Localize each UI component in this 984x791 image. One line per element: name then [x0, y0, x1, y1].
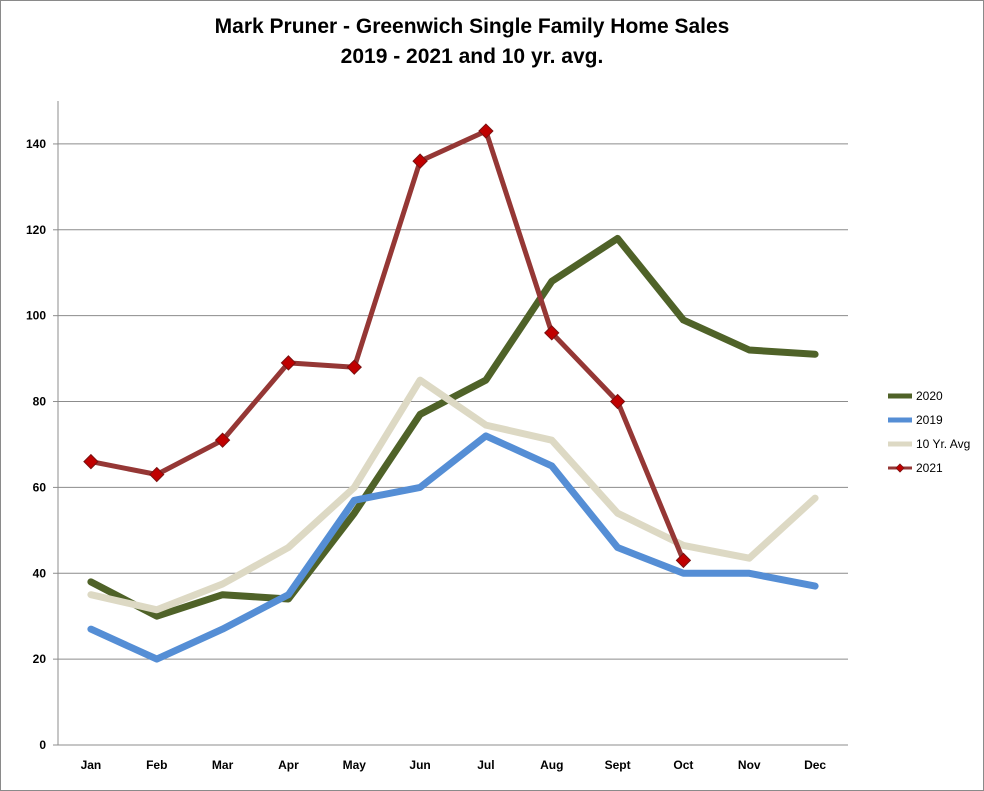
- legend: 2020 2019 10 Yr. Avg 2021: [888, 389, 970, 475]
- y-tick-label-120: 120: [26, 223, 46, 237]
- data-point-2021-oct: [675, 552, 692, 569]
- legend-label-2019: 2019: [916, 413, 943, 427]
- x-tick-label-apr: Apr: [278, 758, 299, 772]
- y-tick-label-40: 40: [33, 566, 47, 580]
- chart-title-line1: Mark Pruner - Greenwich Single Family Ho…: [214, 15, 730, 38]
- x-tick-label-mar: Mar: [212, 758, 234, 772]
- data-point-2021-mar: [214, 432, 231, 448]
- data-point-2021-may: [346, 359, 362, 375]
- x-tick-label-sept: Sept: [605, 758, 631, 772]
- x-tick-label-jan: Jan: [81, 758, 102, 772]
- chart-title-line2: 2019 - 2021 and 10 yr. avg.: [340, 45, 604, 68]
- chart-title: Mark Pruner - Greenwich Single Family Ho…: [0, 12, 944, 72]
- data-point-2021-feb: [149, 466, 165, 483]
- y-tick-label-0: 0: [39, 738, 46, 752]
- x-tick-label-jul: Jul: [477, 758, 494, 772]
- data-point-2021-jun: [412, 153, 428, 169]
- y-tick-label-60: 60: [33, 480, 47, 494]
- legend-marker-2021: [895, 463, 905, 473]
- x-tick-label-aug: Aug: [540, 758, 563, 772]
- x-tick-label-dec: Dec: [804, 758, 826, 772]
- series-line-10-yr-avg: [87, 376, 819, 614]
- legend-label-2021: 2021: [916, 461, 943, 475]
- series-line-2020: [87, 234, 819, 620]
- data-point-2021-jul: [478, 123, 494, 139]
- legend-label-2020: 2020: [916, 389, 943, 403]
- y-tick-label-20: 20: [33, 652, 47, 666]
- y-tick-label-140: 140: [26, 137, 46, 151]
- x-tick-label-oct: Oct: [673, 758, 693, 772]
- data-point-2021-apr: [280, 355, 297, 371]
- legend-label-10-yr-avg: 10 Yr. Avg: [916, 437, 970, 451]
- y-tick-label-100: 100: [26, 309, 46, 323]
- x-tick-label-may: May: [343, 758, 367, 772]
- data-point-2021-sept: [609, 393, 626, 410]
- x-tick-label-nov: Nov: [738, 758, 761, 772]
- series-line-2021: [88, 128, 686, 563]
- data-point-2021-jan: [83, 453, 99, 470]
- data-point-2021-aug: [544, 325, 560, 341]
- x-tick-label-feb: Feb: [146, 758, 167, 772]
- x-tick-label-jun: Jun: [409, 758, 430, 772]
- y-tick-label-80: 80: [33, 395, 47, 409]
- series-line-2019: [87, 432, 819, 663]
